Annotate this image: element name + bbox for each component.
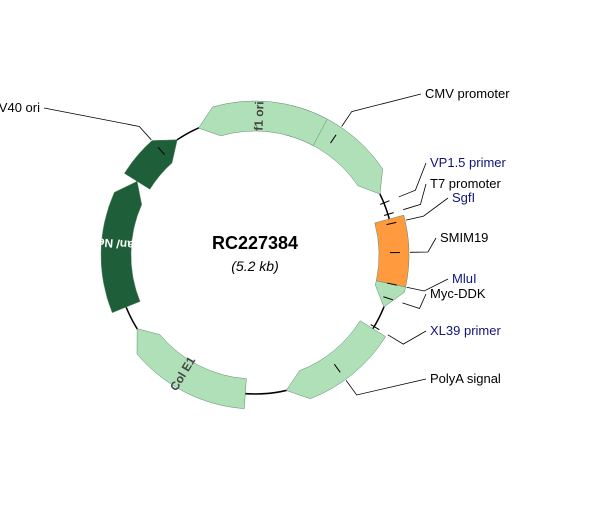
segment-label-kan: Kan/ Neo [90,234,143,252]
callout-leader [406,198,448,220]
callout-leader [346,379,426,395]
callout-label: XL39 primer [430,323,501,338]
callout-label: CMV promoter [425,86,510,101]
callout-leader [403,184,426,210]
segment-polya [286,321,385,399]
callout-leader [410,238,436,252]
callout-leader [399,163,426,197]
callout-leader [342,94,421,126]
plasmid-size: (5.2 kb) [231,258,278,274]
callout-label: T7 promoter [430,176,501,191]
callout-leader [388,331,426,344]
callout-label: PolyA signal [430,371,501,386]
callout-label: SMIM19 [440,230,488,245]
segment-smim [375,215,409,287]
callout-label: VP1.5 primer [430,155,507,170]
segment-label-f1ori: f1 ori [252,101,267,131]
callout-label: MluI [452,271,477,286]
callout-leader [44,108,151,140]
segment-sv40 [124,140,177,190]
plasmid-name: RC227384 [212,233,298,253]
callout-label: SgfI [452,190,475,205]
callout-leader [402,294,426,308]
callout-label: SV40 ori [0,100,40,115]
callout-label: Myc-DDK [430,286,486,301]
